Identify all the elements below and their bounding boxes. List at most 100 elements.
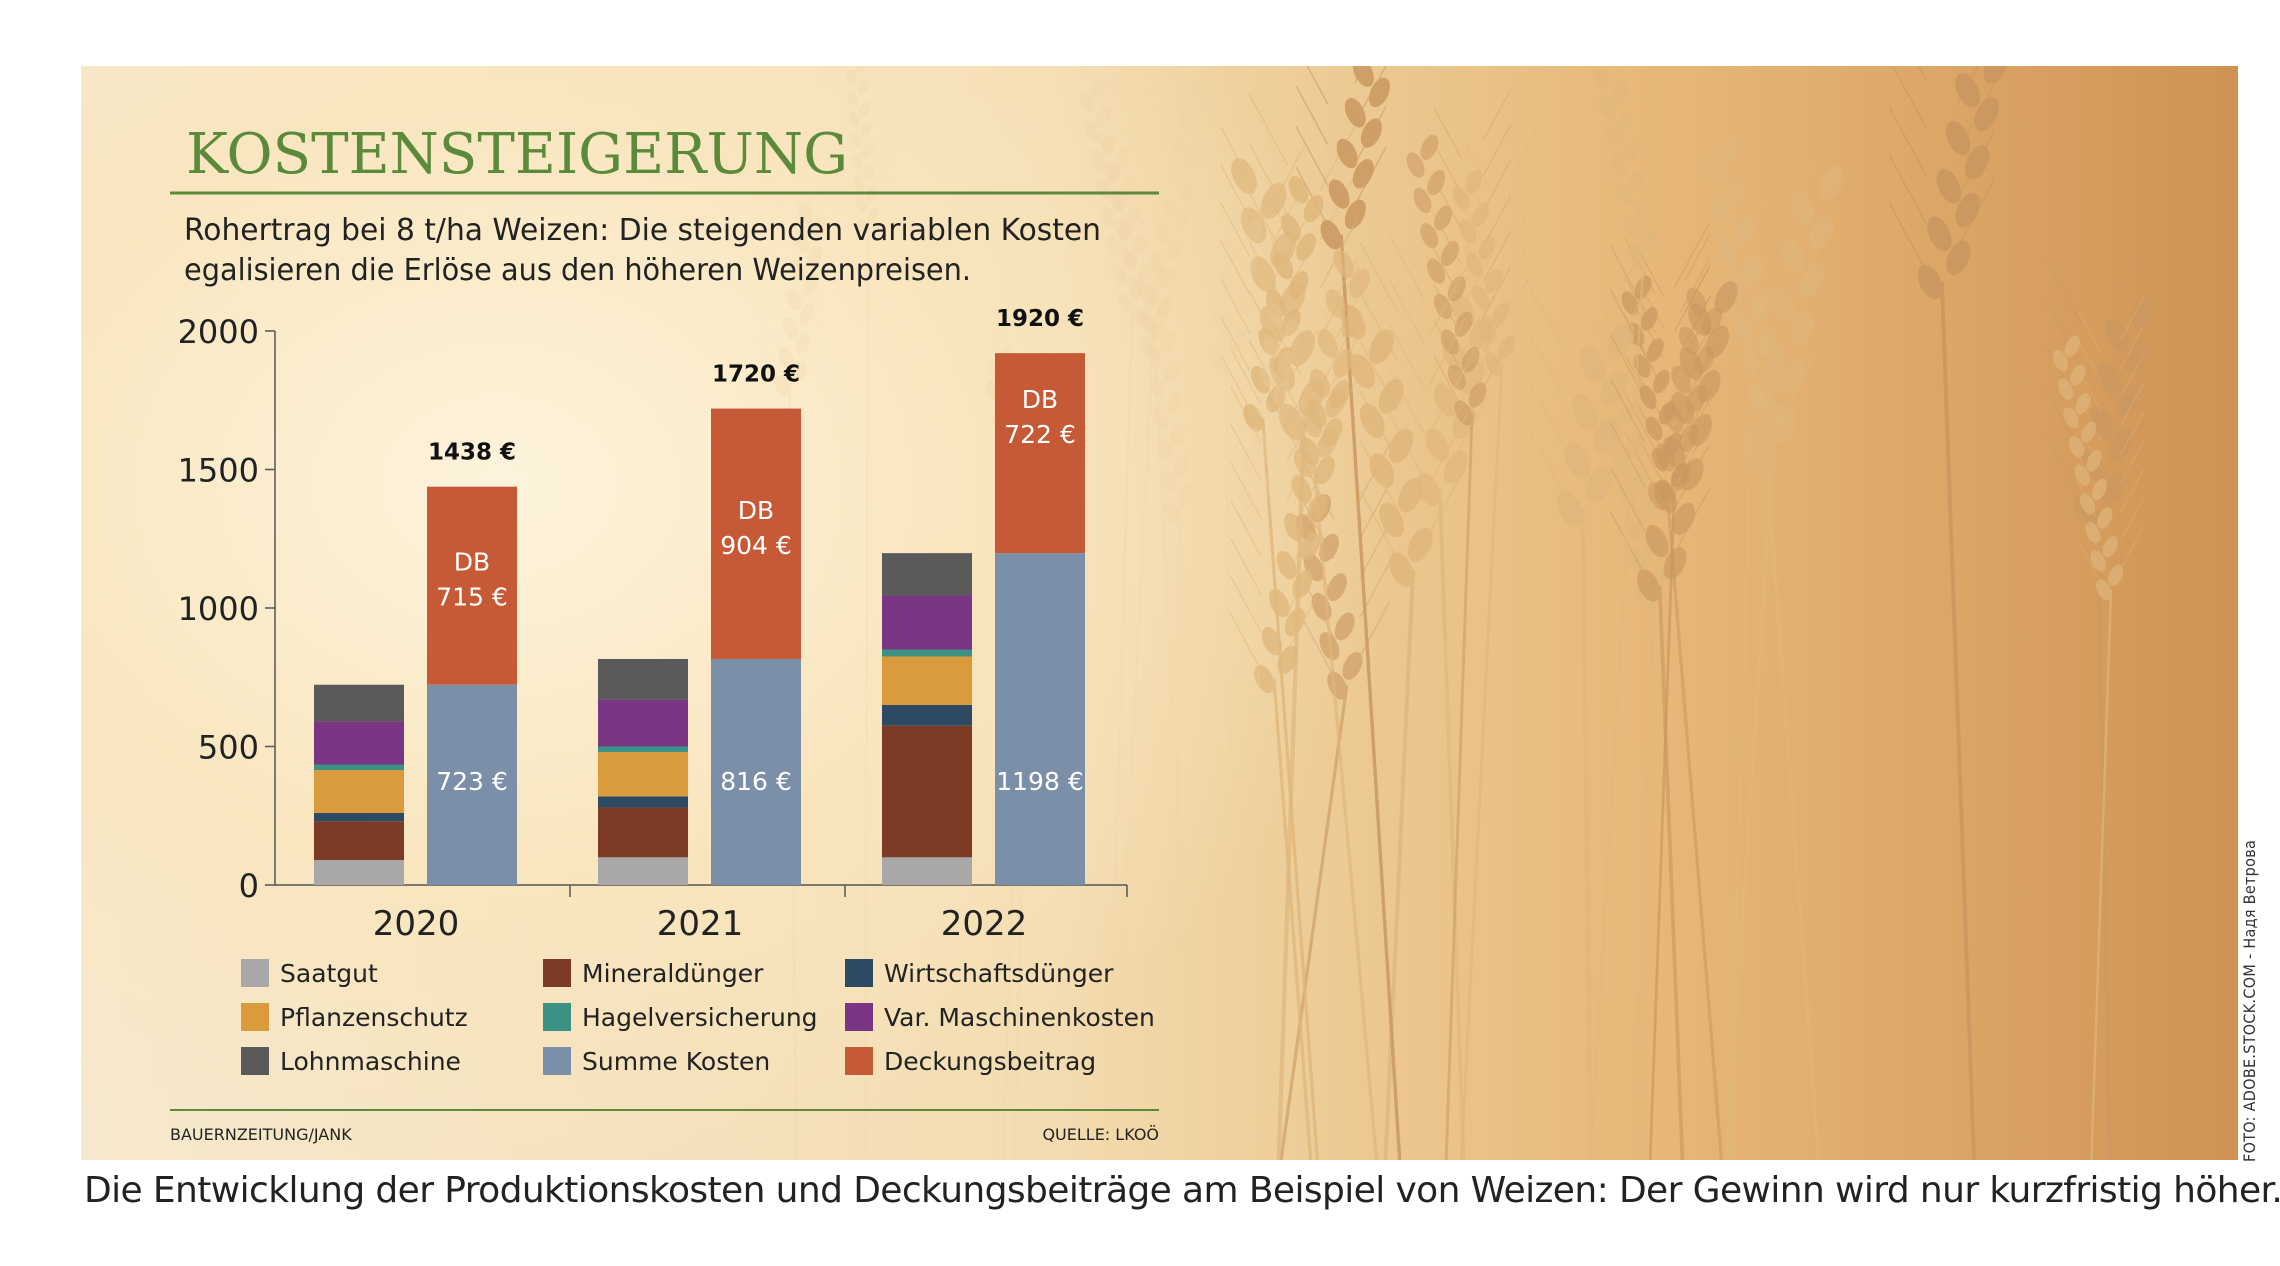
wheat-grain [1214,308,1233,334]
wheat-grain [1630,550,1649,575]
wheat-grain [2074,464,2090,486]
wheat-awn [1105,66,1124,97]
wheat-awn [1673,400,1710,466]
wheat-awn [1120,298,1144,340]
wheat-grain [802,274,819,296]
wheat-stem [1939,281,1977,1160]
wheat-grain [1671,391,1695,425]
wheat-grain [2108,564,2124,587]
wheat-grain [1269,588,1290,618]
wheat-awn [1673,311,1710,377]
wheat-awn [2111,236,2149,304]
wheat-awn [1917,66,1927,81]
wheat-awn [1120,95,1144,137]
wheat-grain [1434,205,1453,231]
wheat-awn [1162,228,1187,273]
wheat-grain [2070,364,2086,386]
wheat-awn [1483,89,1512,140]
wheat-awn [1133,66,1144,84]
wheat-awn [1144,429,1170,475]
wheat-awn [1144,398,1170,444]
wheat-grain [1610,155,1627,178]
wheat-awn [1220,385,1246,433]
wheat-awn [1731,146,1762,203]
wheat-grain [2068,435,2085,458]
wheat-awn [1220,293,1246,340]
wheat-awn [1428,465,1467,535]
wheat-grain [1808,214,1834,250]
cost-segment-hagelversicherung [882,649,972,657]
wheat-awn [1141,97,1165,140]
wheat-grain [1747,290,1768,319]
wheat-grain [2097,362,2122,396]
wheat-grain [1163,500,1180,524]
wheat-awn [799,207,823,250]
legend-label: Mineraldünger [582,959,764,988]
wheat-awn [1266,278,1292,325]
wheat-grain [1325,388,1346,418]
wheat-grain [1974,97,1999,132]
wheat-grain [806,245,823,267]
wheat-stalk [1269,197,1379,1160]
wheat-grain [810,216,827,239]
wheat-grain [1123,249,1139,271]
wheat-grain [794,231,810,253]
wheat-awn [1188,444,1214,490]
wheat-stem [1589,254,1646,1160]
wheat-grain [1107,163,1123,185]
wheat-grain [1946,240,1971,276]
wheat-stem [1173,511,1181,1160]
wheat-grain [1679,347,1703,380]
wheat-grain [2097,507,2113,529]
wheat-awn [1679,256,1711,313]
wheat-grain [1639,385,1657,410]
wheat-grain [1628,169,1645,192]
wheat-grain [1427,170,1446,196]
wheat-grain [1250,365,1271,394]
wheat-grain [1465,252,1483,277]
wheat-grain [1078,92,1094,114]
wheat-stalk [1452,127,1539,1160]
wheat-awn [756,279,781,323]
wheat-awn [1099,168,1124,211]
wheat-awn [1637,311,1664,359]
total-value-label: 1920 € [996,306,1084,332]
wheat-stem [1764,450,1821,1160]
wheat-grain [1333,349,1354,378]
wheat-stem [1725,435,1776,1160]
wheat-awn [1888,202,1927,272]
wheat-grain [1121,248,1136,269]
wheat-awn [1731,221,1762,278]
wheat-awn [1141,240,1165,283]
wheat-awn [1512,127,1539,175]
legend-swatch-wirtschaftsduenger [845,959,873,987]
wheat-grain [1407,527,1433,563]
wheat-awn [2111,324,2149,392]
wheat-awn [1609,203,1635,249]
wheat-awn [875,93,893,126]
wheat-awn [1609,85,1635,131]
wheat-awn [1781,103,1821,174]
wheat-grain [1156,438,1173,461]
db-label: DB [1022,385,1058,414]
db-label: 722 € [1004,420,1076,449]
wheat-grain [1288,175,1309,204]
wheat-awn [843,103,862,136]
wheat-awn [1220,278,1251,334]
wheat-awn [1766,123,1800,184]
cost-segment-mineralduenger [882,725,972,858]
wheat-grain [1416,472,1441,507]
wheat-awn [1220,355,1246,402]
wheat-grain [2102,536,2118,558]
wheat-grain [1149,253,1166,275]
y-tick-label: 2000 [178,313,259,351]
wheat-awn [1220,316,1251,372]
wheat-awn [756,250,781,294]
wheat-grain [1177,485,1194,508]
wheat-awn [1266,308,1292,356]
wheat-awn [1161,254,1185,296]
wheat-grain [1161,194,1177,217]
legend-swatch-pflanzenschutz [241,1003,269,1031]
wheat-awn [2111,280,2149,348]
wheat-grain [2105,318,2129,352]
